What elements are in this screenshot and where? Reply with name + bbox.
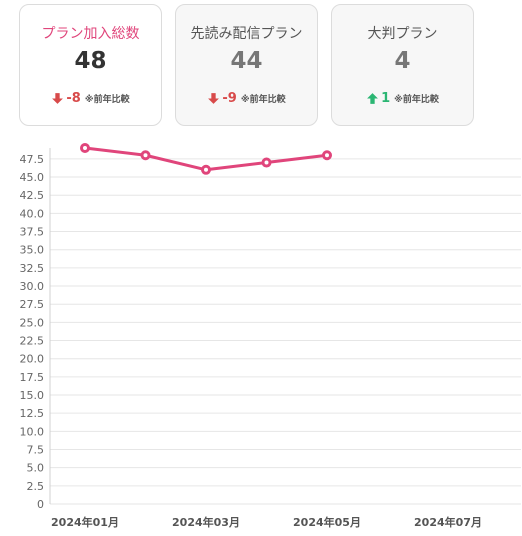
y-tick-label: 37.5 bbox=[20, 226, 45, 239]
y-tick-label: 25.0 bbox=[20, 316, 45, 329]
x-tick-label: 2024年05月 bbox=[293, 515, 361, 529]
data-point bbox=[322, 150, 332, 161]
card-title: 先読み配信プラン bbox=[190, 26, 303, 42]
large-plan-card: 大判プラン 4 1 ※前年比較 bbox=[331, 4, 474, 126]
y-tick-label: 32.5 bbox=[20, 262, 45, 275]
y-tick-label: 10.0 bbox=[20, 425, 45, 438]
y-tick-label: 5.0 bbox=[27, 462, 45, 475]
y-tick-label: 47.5 bbox=[20, 153, 45, 166]
y-tick-label: 17.5 bbox=[20, 371, 45, 384]
y-tick-label: 30.0 bbox=[20, 280, 45, 293]
preview-plan-card: 先読み配信プラン 44 -9 ※前年比較 bbox=[175, 4, 318, 126]
x-tick-label: 2024年03月 bbox=[172, 515, 240, 529]
data-point bbox=[201, 164, 211, 175]
y-tick-label: 27.5 bbox=[20, 298, 45, 311]
card-change: -9 ※前年比較 bbox=[176, 91, 317, 106]
line-chart: 0 2.5 5.0 7.5 10.0 12.5 15.0 17.5 20.0 22.5 25.0 27… bbox=[20, 143, 521, 529]
card-value: 44 bbox=[230, 48, 263, 74]
arrow-down-icon bbox=[208, 93, 220, 104]
card-value: 4 bbox=[394, 48, 411, 74]
comparison-note: ※前年比較 bbox=[240, 95, 286, 105]
delta-value: -8 bbox=[66, 91, 81, 106]
y-tick-label: 15.0 bbox=[20, 389, 45, 402]
x-tick-label: 2024年07月 bbox=[414, 515, 482, 529]
data-point bbox=[140, 150, 151, 161]
data-point bbox=[261, 157, 272, 168]
y-tick-label: 45.0 bbox=[20, 171, 45, 184]
y-tick-label: 35.0 bbox=[20, 244, 45, 257]
x-tick-label: 2024年01月 bbox=[51, 515, 119, 529]
y-tick-label: 2.5 bbox=[27, 480, 45, 493]
card-change: 1 ※前年比較 bbox=[332, 91, 473, 106]
arrow-up-icon bbox=[367, 93, 379, 104]
delta-value: 1 bbox=[381, 91, 391, 106]
y-tick-label: 12.5 bbox=[20, 407, 45, 420]
card-change: -8 ※前年比較 bbox=[20, 91, 161, 106]
y-tick-label: 7.5 bbox=[27, 444, 45, 457]
card-value: 48 bbox=[74, 48, 107, 74]
plan-total-card: プラン加入総数 48 -8 ※前年比較 bbox=[19, 4, 162, 126]
comparison-note: ※前年比較 bbox=[84, 95, 130, 105]
card-title: 大判プラン bbox=[367, 26, 438, 42]
y-tick-label: 20.0 bbox=[20, 353, 45, 366]
delta-value: -9 bbox=[222, 91, 237, 106]
arrow-down-icon bbox=[52, 93, 64, 104]
y-tick-label: 0 bbox=[37, 498, 44, 511]
card-title: プラン加入総数 bbox=[41, 26, 140, 42]
data-point bbox=[80, 143, 90, 153]
y-tick-label: 22.5 bbox=[20, 335, 45, 348]
y-tick-label: 40.0 bbox=[20, 207, 45, 220]
comparison-note: ※前年比較 bbox=[394, 95, 439, 105]
y-tick-label: 42.5 bbox=[20, 189, 45, 202]
